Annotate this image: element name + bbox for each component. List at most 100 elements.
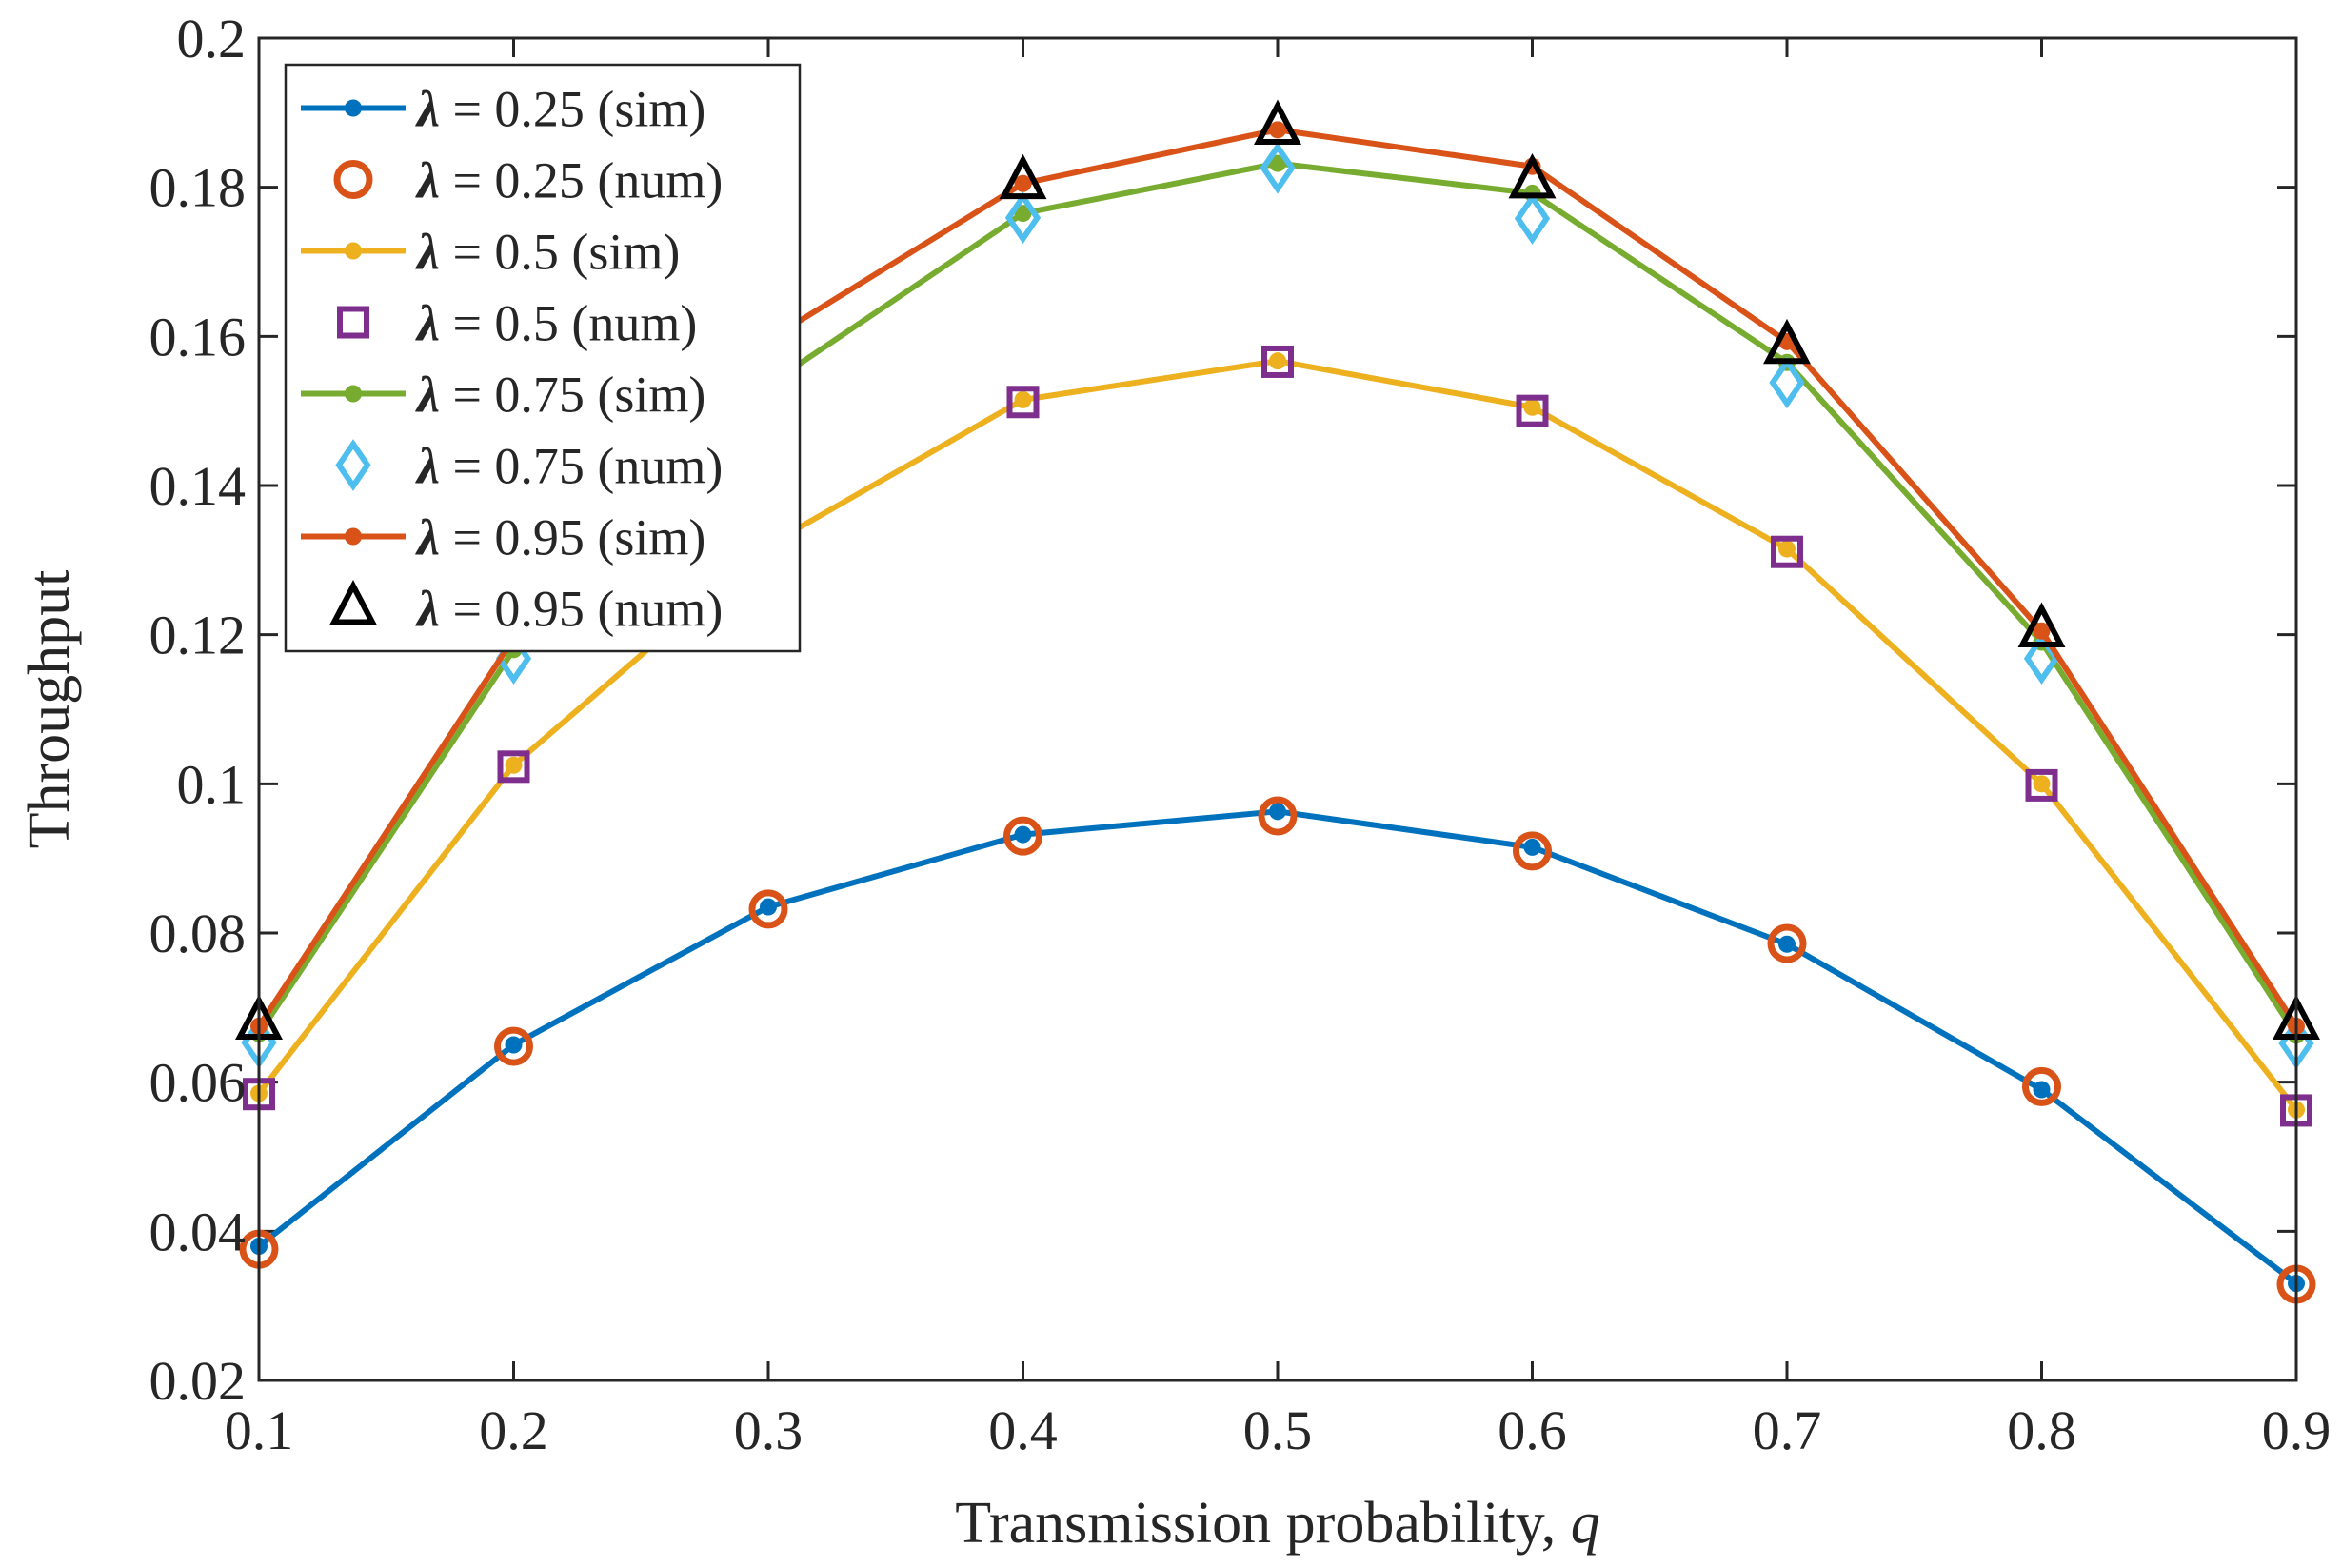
data-point [497, 750, 530, 784]
legend-marker [335, 439, 371, 491]
x-tick-label: 0.4 [988, 1399, 1058, 1461]
plot-area-border [257, 36, 2298, 1382]
legend-box [284, 63, 802, 653]
data-point [2033, 775, 2051, 793]
data-point [2033, 1081, 2051, 1099]
legend-symbol: λ [415, 295, 440, 352]
data-point [2017, 602, 2066, 647]
legend-marker [345, 527, 362, 546]
y-tick-label: 0.02 [149, 1350, 247, 1412]
data-point [1006, 386, 1040, 419]
data-point [1523, 398, 1541, 416]
legend-entry: λ = 0.5 (num) [337, 295, 697, 352]
y-axis-title: Throughput [17, 570, 82, 849]
data-point [999, 153, 1047, 200]
data-point [1269, 121, 1286, 139]
data-point [1269, 352, 1286, 370]
legend-marker [329, 580, 377, 625]
data-point [1778, 935, 1796, 953]
legend-symbol: λ [415, 509, 440, 566]
legend-label-text: = 0.95 (num) [440, 581, 723, 638]
legend-marker [345, 99, 362, 117]
legend-entry: λ = 0.5 (sim) [301, 224, 680, 281]
legend-label-text: = 0.5 (sim) [440, 224, 680, 281]
legend-symbol: λ [415, 581, 440, 638]
data-point [1260, 141, 1296, 194]
legend-entry: λ = 0.75 (num) [335, 438, 723, 495]
data-point [1523, 838, 1541, 856]
x-axis-variable: q [1571, 1491, 1600, 1556]
x-axis-title: Transmission probability, q [955, 1491, 1599, 1556]
data-point [1269, 803, 1286, 821]
y-tick-label: 0.08 [149, 903, 247, 964]
legend-symbol: λ [415, 81, 440, 138]
data-point [1014, 174, 1032, 192]
y-tick-label: 0.2 [177, 8, 247, 69]
data-point [760, 898, 777, 916]
data-point [505, 1036, 523, 1054]
x-tick-label: 0.6 [1498, 1399, 1567, 1461]
data-point [1261, 345, 1294, 378]
data-point [1769, 356, 1805, 409]
y-tick-label: 0.06 [149, 1052, 247, 1114]
data-point [505, 756, 523, 774]
legend-symbol: λ [415, 438, 440, 495]
legend-label: λ = 0.95 (num) [415, 581, 723, 638]
y-tick-label: 0.16 [149, 306, 247, 367]
legend-label-text: = 0.75 (sim) [440, 367, 705, 424]
legend-symbol: λ [415, 367, 440, 424]
legend-label: λ = 0.5 (sim) [415, 224, 680, 281]
legend-label: λ = 0.95 (sim) [415, 509, 705, 566]
data-point [1254, 99, 1301, 145]
series-0 [250, 803, 2305, 1293]
legend-label: λ = 0.25 (sim) [415, 81, 705, 138]
data-point [1513, 831, 1552, 871]
tick-labels: 0.1 0.2 0.3 0.4 0.5 0.6 0.7 0.8 0.9 0.02 0.04 0.06 0… [149, 8, 2332, 1461]
data-point [1508, 152, 1557, 199]
legend-symbol: λ [415, 152, 440, 209]
data-point [1514, 192, 1551, 245]
data-point [1014, 205, 1032, 223]
legend-marker [333, 160, 373, 199]
data-point [2022, 1066, 2061, 1106]
data-point [748, 889, 788, 929]
legend-label: λ = 0.25 (num) [415, 152, 723, 209]
legend-label-text: = 0.25 (num) [440, 152, 723, 209]
x-tick-label: 0.2 [479, 1399, 548, 1461]
x-tick-label: 0.5 [1243, 1399, 1313, 1461]
legend-symbol: λ [415, 224, 440, 281]
legend-marker [337, 306, 369, 339]
data-point [2033, 622, 2051, 640]
legend-marker [345, 385, 362, 403]
data-point [1258, 796, 1298, 836]
series-1 [239, 796, 2316, 1304]
data-point [1004, 191, 1042, 245]
data-point [1269, 154, 1286, 172]
y-tick-label: 0.04 [149, 1201, 247, 1262]
data-point [1767, 923, 1807, 963]
legend-label: λ = 0.5 (num) [415, 295, 697, 352]
legend-label: λ = 0.75 (num) [415, 438, 723, 495]
legend-label: λ = 0.75 (sim) [415, 367, 705, 424]
x-tick-label: 0.7 [1753, 1399, 1822, 1461]
legend-entry: λ = 0.95 (sim) [301, 509, 705, 566]
x-axis-title-text: Transmission probability, [955, 1491, 1570, 1556]
data-point [1014, 390, 1032, 408]
y-tick-label: 0.1 [177, 753, 247, 815]
data-point [1014, 825, 1032, 844]
data-point [1003, 816, 1042, 856]
legend-label-text: = 0.95 (sim) [440, 509, 705, 566]
data-point [1763, 318, 1811, 365]
legend: λ = 0.25 (sim)λ = 0.25 (num)λ = 0.5 (sim… [284, 63, 802, 653]
data-point [1771, 535, 1803, 568]
legend-marker [345, 242, 362, 260]
data-point [494, 1026, 533, 1066]
y-tick-label: 0.14 [149, 455, 247, 517]
y-tick-label: 0.18 [149, 157, 247, 219]
legend-entry: λ = 0.95 (num) [329, 580, 723, 638]
x-tick-label: 0.9 [2262, 1399, 2332, 1461]
x-tick-label: 0.3 [734, 1399, 804, 1461]
data-point [1778, 540, 1796, 558]
legend-label-text: = 0.25 (sim) [440, 81, 705, 138]
